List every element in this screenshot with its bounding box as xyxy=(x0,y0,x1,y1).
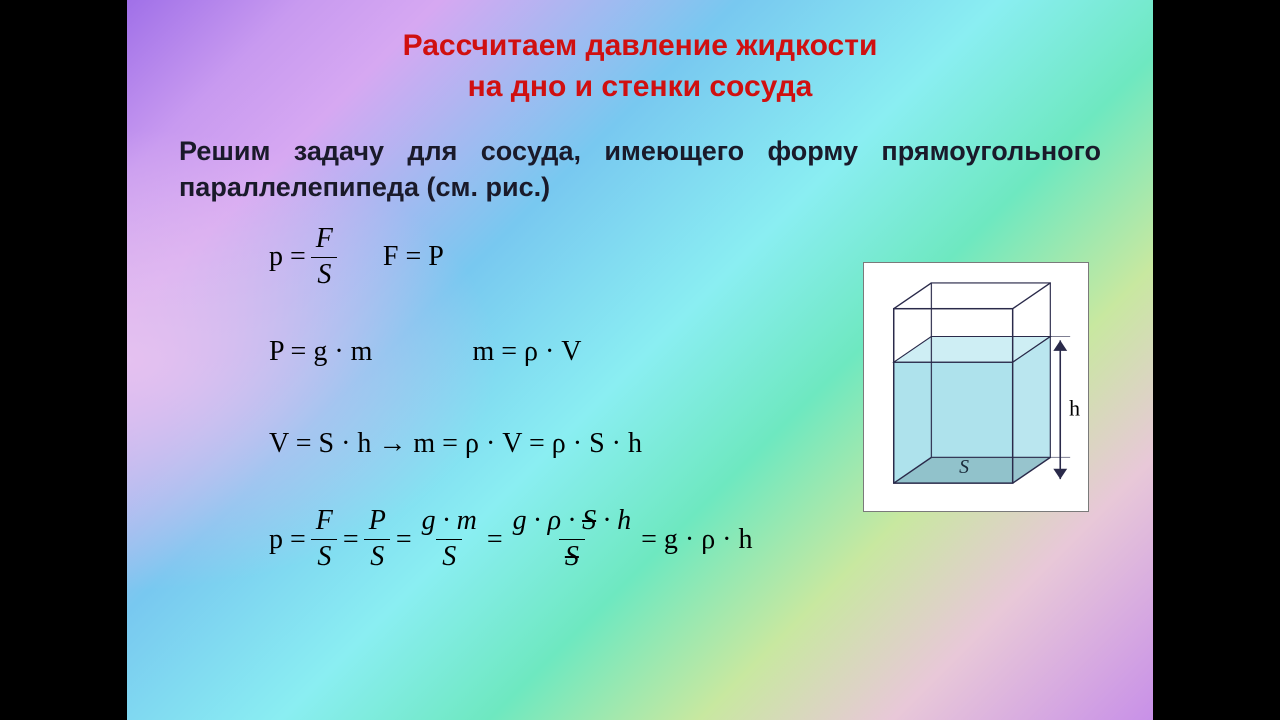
formula-2b: m = ρ · V xyxy=(472,336,581,368)
title-line-1: Рассчитаем давление жидкости xyxy=(403,29,878,62)
fraction: g · ρ · S · h S xyxy=(507,506,637,573)
cuboid-svg: hS xyxy=(864,263,1088,511)
slide-subtitle: Решим задачу для сосуда, имеющего форму … xyxy=(179,133,1101,206)
svg-text:S: S xyxy=(959,456,969,478)
slide: Рассчитаем давление жидкости на дно и ст… xyxy=(127,0,1153,720)
denominator: S xyxy=(311,539,337,573)
formula-2a: P = g · m xyxy=(269,336,372,368)
formula-1b: F = P xyxy=(383,241,444,273)
numerator: F xyxy=(310,224,339,257)
numerator: F xyxy=(310,506,339,539)
text: = xyxy=(343,524,359,556)
numerator: g · m xyxy=(416,506,483,539)
fraction: P S xyxy=(363,506,392,573)
formula-4: p = F S = P S = g · m S = xyxy=(269,506,753,573)
numerator: P xyxy=(363,506,392,539)
denominator: S xyxy=(311,257,337,291)
text: = xyxy=(396,524,412,556)
numerator: g · ρ · S · h xyxy=(507,506,637,539)
cancelled-term: S xyxy=(582,505,596,536)
svg-text:h: h xyxy=(1069,397,1080,421)
title-line-2: на дно и стенки сосуда xyxy=(468,70,813,103)
text: p = xyxy=(269,241,306,273)
text: p = xyxy=(269,524,306,556)
slide-title: Рассчитаем давление жидкости на дно и ст… xyxy=(179,26,1101,107)
denominator: S xyxy=(364,539,390,573)
text: = xyxy=(487,524,503,556)
fraction: F S xyxy=(310,224,339,291)
formula-3: V = S · h → m = ρ · V = ρ · S · h xyxy=(269,428,642,460)
formula-row-4: p = F S = P S = g · m S = xyxy=(269,506,1101,573)
cuboid-diagram: hS xyxy=(863,262,1089,512)
denominator: S xyxy=(559,539,585,573)
fraction: g · m S xyxy=(416,506,483,573)
text: = g · ρ · h xyxy=(641,524,752,556)
fraction: F S xyxy=(310,506,339,573)
denominator: S xyxy=(436,539,462,573)
formula-1a: p = F S xyxy=(269,224,343,291)
